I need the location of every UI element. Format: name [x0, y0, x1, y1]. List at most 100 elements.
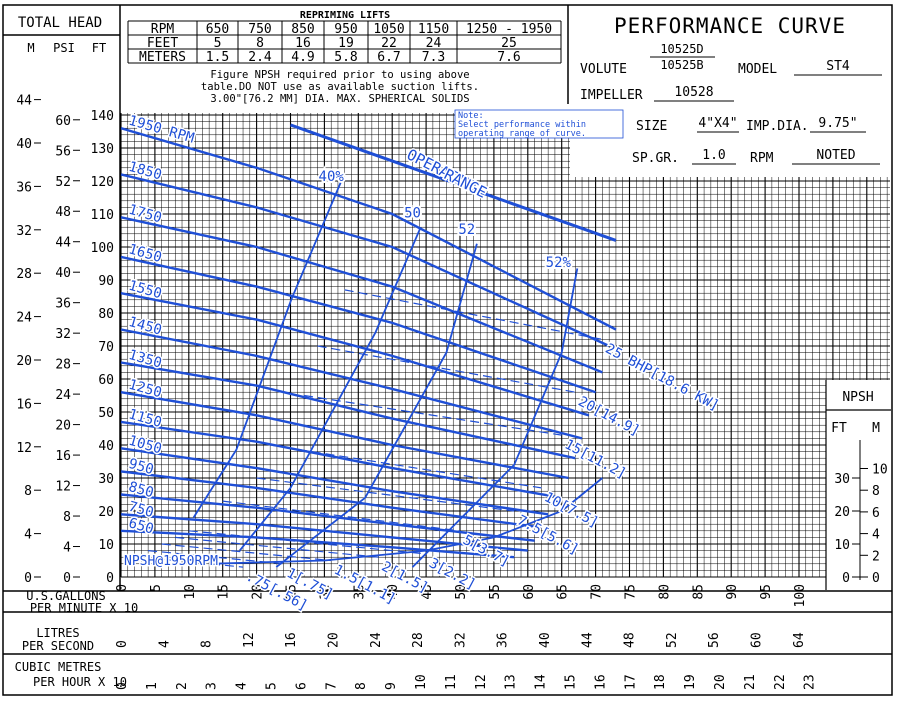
repriming-note: Figure NPSH required prior to using abov… — [210, 69, 469, 81]
x-tick-m3h: 2 — [175, 682, 190, 690]
y-tick-m: 40 — [16, 137, 32, 152]
bhp-line — [222, 500, 461, 532]
table-cell: 6.7 — [377, 50, 400, 65]
x-tick-gpm: 50 — [454, 584, 469, 600]
npsh-curve-label: NPSH@1950RPM — [124, 554, 218, 569]
info-overlay — [570, 104, 891, 177]
npsh-unit-m: M — [872, 421, 880, 436]
npsh-tick-ft: 0 — [842, 571, 850, 586]
y-tick-ft: 140 — [91, 109, 114, 124]
bhp-line — [304, 394, 562, 436]
head-curve — [120, 391, 569, 480]
table-cell: 7.6 — [497, 50, 520, 65]
x-tick-m3h: 18 — [653, 674, 668, 690]
y-tick-ft: 20 — [98, 505, 114, 520]
bhp-line — [141, 556, 244, 568]
npsh-tick-m: 10 — [872, 463, 888, 478]
npsh-tick-ft: 20 — [834, 505, 850, 520]
x-tick-lps: 40 — [538, 632, 553, 648]
y-tick-psi: 48 — [55, 205, 71, 220]
x-tick-lps: 20 — [327, 632, 342, 648]
y-tick-psi: 60 — [55, 114, 71, 129]
x-tick-m3h: 11 — [444, 674, 459, 690]
x-tick-gpm: 5 — [149, 584, 164, 592]
x-tick-gpm: 75 — [624, 584, 639, 600]
y-tick-m: 32 — [16, 224, 32, 239]
model-value: ST4 — [826, 59, 850, 74]
x-tick-lps: 52 — [665, 632, 680, 648]
y-tick-m: 36 — [16, 180, 32, 195]
x-tick-gpm: 10 — [183, 584, 198, 600]
y-tick-psi: 0 — [63, 571, 71, 586]
pump-info-block: VOLUTE 10525D 10525B MODEL ST4 IMPELLER 10528 S… — [580, 42, 882, 166]
repriming-lifts-table: REPRIMING LIFTS RPM 650 750 850 950 1050 1150 12… — [127, 10, 562, 105]
x-tick-m3h: 17 — [623, 674, 638, 690]
x-tick-gpm: 55 — [488, 584, 503, 600]
npsh-unit-ft: FT — [831, 421, 847, 436]
operating-range-line — [289, 123, 617, 242]
x-tick-m3h: 1 — [145, 682, 160, 690]
table-cell: 25 — [501, 36, 517, 51]
x-tick-gpm: 25 — [285, 584, 300, 600]
efficiency-label: 40% — [319, 169, 345, 185]
head-curve — [120, 255, 596, 394]
y-tick-ft: 70 — [98, 340, 114, 355]
volute-top: 10525D — [660, 42, 703, 56]
y-tick-psi: 56 — [55, 144, 71, 159]
head-curve — [120, 470, 542, 529]
y-tick-m: 16 — [16, 397, 32, 412]
x-tick-m3h: 9 — [384, 682, 399, 690]
npsh-tick-m: 6 — [872, 506, 880, 521]
table-cell: 1050 — [373, 22, 404, 37]
x-tick-gpm: 40 — [386, 584, 401, 600]
table-cell: 22 — [381, 36, 397, 51]
x-tick-m3h: 8 — [354, 682, 369, 690]
efficiency-label: 50 — [404, 205, 421, 221]
imp-dia-label: IMP.DIA. — [746, 119, 809, 134]
x-tick-gpm: 95 — [759, 584, 774, 600]
repriming-title: REPRIMING LIFTS — [300, 10, 390, 21]
table-cell: 2.4 — [248, 50, 272, 65]
x-tick-m3h: 6 — [294, 682, 309, 690]
note-text: Note: — [458, 111, 484, 121]
x-tick-m3h: 22 — [773, 674, 788, 690]
bhp-line — [161, 543, 332, 562]
repriming-note: 3.00"[76.2 MM] DIA. MAX. SPHERICAL SOLID… — [210, 93, 469, 105]
size-value: 4"X4" — [698, 116, 737, 131]
head-curve — [120, 361, 576, 460]
y-tick-psi: 8 — [63, 510, 71, 525]
x-tick-gpm: 15 — [217, 584, 232, 600]
table-cell: 950 — [334, 22, 357, 37]
efficiency-line — [275, 243, 478, 568]
table-cell: 5.8 — [334, 50, 357, 65]
y-tick-psi: 44 — [55, 236, 71, 251]
x-tick-lps: 4 — [157, 640, 172, 648]
y-tick-ft: 90 — [98, 274, 114, 289]
x-tick-m3h: 16 — [593, 674, 608, 690]
x-label-lps-1: LITRES — [36, 626, 79, 640]
head-curve — [120, 529, 515, 559]
x-tick-m3h: 0 — [115, 682, 130, 690]
x-tick-m3h: 7 — [324, 682, 339, 690]
y-tick-ft: 60 — [98, 373, 114, 388]
x-tick-m3h: 13 — [504, 674, 519, 690]
y-tick-ft: 130 — [91, 142, 114, 157]
x-tick-lps: 44 — [580, 632, 595, 648]
npsh-tick-ft: 10 — [834, 538, 850, 553]
table-overlay — [121, 5, 568, 109]
x-tick-m3h: 20 — [713, 674, 728, 690]
x-tick-m3h: 5 — [265, 682, 280, 690]
y-tick-m: 20 — [16, 354, 32, 369]
head-curve — [120, 216, 603, 374]
axis-unit-m: M — [27, 41, 34, 55]
repriming-note: table.DO NOT use as available suction li… — [201, 81, 479, 93]
table-cell: 5 — [214, 36, 222, 51]
impeller-value: 10528 — [674, 85, 713, 100]
x-tick-lps: 8 — [200, 640, 215, 648]
x-label-gpm-2: PER MINUTE X 10 — [30, 601, 138, 615]
y-tick-psi: 40 — [55, 266, 71, 281]
y-tick-psi: 52 — [55, 175, 71, 190]
y-tick-psi: 36 — [55, 297, 71, 312]
